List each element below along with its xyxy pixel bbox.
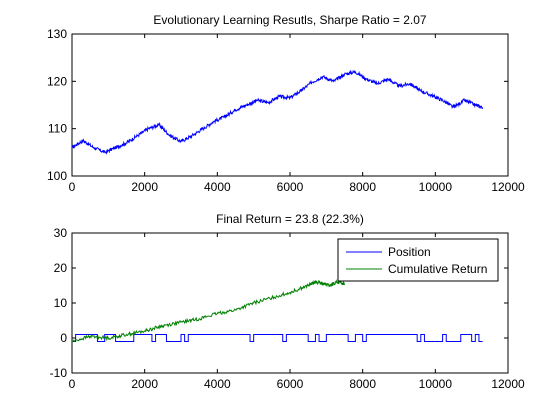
- y-tick-label: 120: [47, 74, 67, 88]
- x-tick-label: 8000: [349, 377, 376, 391]
- x-tick-label: 10000: [419, 180, 453, 194]
- x-tick-label: 0: [69, 377, 76, 391]
- bottom-chart-title: Final Return = 23.8 (22.3%): [216, 212, 364, 226]
- series-line: [72, 334, 483, 342]
- legend-box: [337, 238, 499, 282]
- y-tick-label: -10: [50, 366, 68, 380]
- x-tick-label: 10000: [419, 377, 453, 391]
- y-tick-label: 20: [54, 261, 68, 275]
- x-tick-label: 12000: [491, 377, 525, 391]
- x-tick-label: 2000: [131, 377, 158, 391]
- y-tick-label: 0: [60, 331, 67, 345]
- x-tick-label: 6000: [277, 377, 304, 391]
- legend-label: Position: [388, 245, 431, 259]
- y-tick-label: 30: [54, 226, 68, 240]
- x-tick-label: 4000: [204, 180, 231, 194]
- x-tick-label: 6000: [277, 180, 304, 194]
- x-tick-label: 8000: [349, 180, 376, 194]
- bottom-chart: Final Return = 23.8 (22.3%) 0 2000 4000 600…: [50, 212, 525, 391]
- x-tick-label: 0: [69, 180, 76, 194]
- legend-label: Cumulative Return: [388, 262, 487, 276]
- x-tick-label: 2000: [131, 180, 158, 194]
- y-tick-label: 100: [47, 169, 67, 183]
- plot-area: [71, 33, 509, 177]
- top-chart-title: Evolutionary Learning Resutls, Sharpe Ra…: [153, 13, 426, 27]
- series-line: [71, 69, 484, 155]
- legend: Position Cumulative Return: [337, 238, 499, 282]
- x-tick-label: 12000: [491, 180, 525, 194]
- series-line: [71, 278, 345, 343]
- y-tick-label: 130: [47, 27, 67, 41]
- x-tick-label: 4000: [204, 377, 231, 391]
- y-tick-label: 110: [48, 122, 67, 136]
- top-chart: Evolutionary Learning Resutls, Sharpe Ra…: [47, 13, 525, 194]
- y-tick-label: 10: [54, 296, 68, 310]
